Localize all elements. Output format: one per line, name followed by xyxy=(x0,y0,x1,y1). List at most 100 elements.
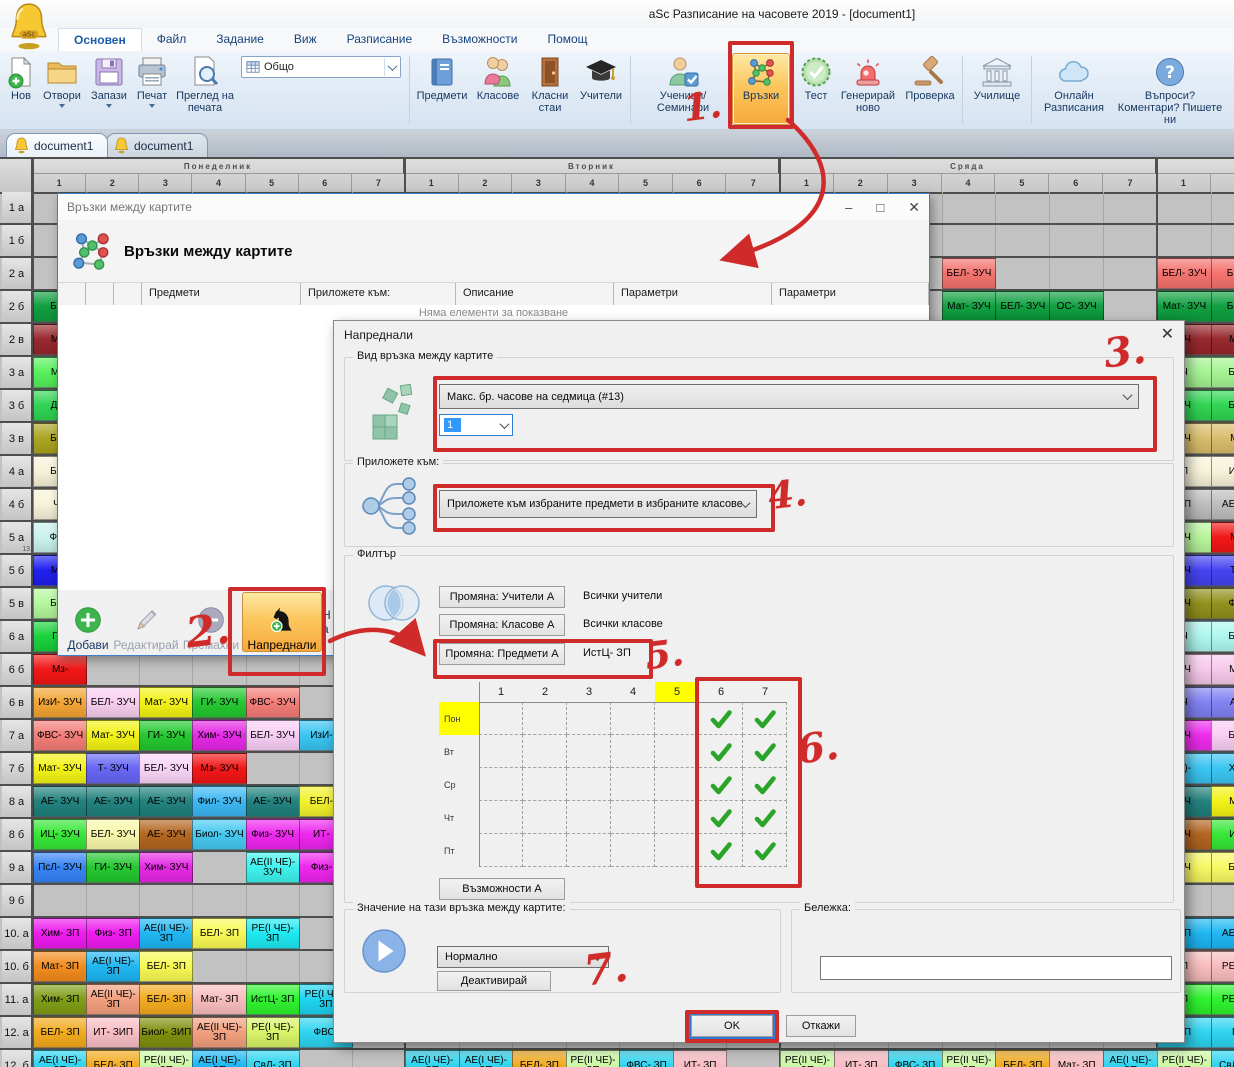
filter-cell[interactable] xyxy=(567,801,611,834)
filter-col-header-4[interactable]: 4 xyxy=(629,686,637,698)
timetable-cell[interactable]: Мз- ЗУЧ xyxy=(192,753,247,784)
row-label-7 a[interactable]: 7 a xyxy=(2,720,33,751)
timetable-cell[interactable]: РЕ(II ЧЕ)- ЗП xyxy=(1157,1050,1212,1067)
timetable-cell[interactable]: БЕЛ- ЗП xyxy=(86,1050,141,1067)
timetable-cell[interactable]: РЕ(II ЧЕ)- ЗП xyxy=(780,1050,835,1067)
deactivate-button[interactable]: Деактивирай xyxy=(437,971,551,991)
ribbon-button-отвори[interactable]: Отвори xyxy=(38,53,86,125)
timetable-cell[interactable]: ФВС- ЗУЧ xyxy=(33,720,88,751)
row-label-7 б[interactable]: 7 б xyxy=(2,753,33,784)
timetable-cell[interactable]: ИстЦ- ЗП xyxy=(245,984,300,1015)
filter-cell[interactable] xyxy=(699,834,743,867)
document-tab-1[interactable]: document1 xyxy=(6,133,109,157)
timetable-cell[interactable]: РЕ( ЗП xyxy=(1210,984,1234,1015)
timetable-cell[interactable]: БЕЛ- ЗУЧ xyxy=(1157,258,1212,289)
menu-tab-Възможности[interactable]: Възможности xyxy=(442,32,518,46)
timetable-cell[interactable]: АЕ- ЗУЧ xyxy=(139,786,194,817)
filter-cell[interactable] xyxy=(479,834,523,867)
filter-day-Чт[interactable]: Чт xyxy=(444,812,455,823)
possibilities-button[interactable]: Възможности А xyxy=(439,878,565,900)
ribbon-button-ученици-семинари[interactable]: Ученици/Семинари xyxy=(634,53,732,125)
close-icon[interactable]: ✕ xyxy=(1160,326,1174,343)
timetable-cell[interactable]: БЕЛ- ЗП xyxy=(33,1017,88,1048)
timetable-cell[interactable]: БЕЛ- ЗУЧ xyxy=(139,753,194,784)
cancel-button[interactable]: Откажи xyxy=(786,1015,856,1037)
timetable-cell[interactable]: Хим- ЗУЧ xyxy=(139,852,194,883)
timetable-cell[interactable]: РЕ(I ЧЕ)- ЗП xyxy=(245,918,300,949)
links-напреднали-button[interactable]: Напреднали xyxy=(228,587,326,676)
maximize-icon[interactable]: □ xyxy=(876,199,885,215)
timetable-cell[interactable]: АЕ- ЗУЧ xyxy=(245,786,300,817)
ribbon-button-запази[interactable]: Запази xyxy=(86,53,132,125)
timetable-cell[interactable]: БЕЛ- ЗП xyxy=(139,951,194,982)
ribbon-button-учители[interactable]: Учители xyxy=(575,53,627,125)
timetable-cell[interactable]: БЕЛ- ЗУЧ xyxy=(245,720,300,751)
timetable-cell[interactable]: БЕЛ xyxy=(1210,357,1234,388)
filter-cell[interactable] xyxy=(743,735,787,768)
timetable-cell[interactable]: ФрЕ xyxy=(1210,588,1234,619)
timetable-cell[interactable]: Биол- ЗИП xyxy=(139,1017,194,1048)
ribbon-button-нов[interactable]: Нов xyxy=(4,53,38,125)
filter-col-header-2[interactable]: 2 xyxy=(541,686,549,698)
filter-cell[interactable] xyxy=(699,801,743,834)
row-label-5 в[interactable]: 5 в xyxy=(2,588,33,619)
filter-cell[interactable] xyxy=(567,735,611,768)
clipped-next-button[interactable]: Н а xyxy=(322,608,331,636)
minimize-icon[interactable]: – xyxy=(845,199,853,215)
filter-col-header-7[interactable]: 7 xyxy=(761,686,769,698)
timetable-cell[interactable]: АЕ(I ЧЕ)- ЗП xyxy=(192,1050,247,1067)
row-label-6 б[interactable]: 6 б xyxy=(2,654,33,685)
timetable-cell[interactable]: ИТ- ЗИП xyxy=(86,1017,141,1048)
timetable-cell[interactable]: АЕ(II ЧЕ)- ЗУЧ xyxy=(245,852,300,883)
filter-cell[interactable] xyxy=(655,768,699,801)
timetable-cell[interactable]: БЕЛ- ЗУЧ xyxy=(86,819,141,850)
timetable-cell[interactable]: ФВС- ЗУЧ xyxy=(245,687,300,718)
asc-bell-logo-icon[interactable]: aSc xyxy=(8,2,50,50)
view-selector-combo[interactable]: Общо xyxy=(241,56,401,78)
timetable-cell[interactable]: Мат- ЗУЧ xyxy=(941,291,997,322)
filter-col-header-3[interactable]: 3 xyxy=(585,686,593,698)
ribbon-button-онлайн-разписания[interactable]: Онлайн Разписания xyxy=(1035,53,1113,125)
timetable-cell[interactable]: АЕ- xyxy=(1210,687,1234,718)
timetable-cell[interactable]: ФВС- ЗП xyxy=(619,1050,674,1067)
timetable-cell[interactable]: АЕ(I ЧЕ)- ЗП xyxy=(458,1050,514,1067)
timetable-cell[interactable]: Т- ЗУЧ xyxy=(86,753,141,784)
timetable-cell[interactable]: ГИ- ЗУЧ xyxy=(139,720,194,751)
row-label-3 a[interactable]: 3 a xyxy=(2,357,33,388)
timetable-cell[interactable]: Физ- ЗУЧ xyxy=(245,819,300,850)
ribbon-button-училище[interactable]: Училище xyxy=(966,53,1028,125)
menu-tab-Виж[interactable]: Виж xyxy=(293,32,317,46)
timetable-cell[interactable]: Хим xyxy=(1210,753,1234,784)
filter-cell[interactable] xyxy=(699,702,743,735)
menu-tab-Основен[interactable]: Основен xyxy=(58,28,142,51)
timetable-cell[interactable]: БЕЛ- ЗУЧ xyxy=(86,687,141,718)
filter-cell[interactable] xyxy=(567,702,611,735)
filter-cell[interactable] xyxy=(699,735,743,768)
row-label-4 a[interactable]: 4 a xyxy=(2,456,33,487)
timetable-cell[interactable]: АЕ( ЗП xyxy=(1210,489,1234,520)
timetable-cell[interactable]: ИЦ- xyxy=(1210,819,1234,850)
row-label-11. a[interactable]: 11. a xyxy=(2,984,33,1015)
timetable-cell[interactable]: СвЛ- ЗП xyxy=(1210,1050,1234,1067)
timetable-cell[interactable]: Физ- ЗП xyxy=(86,918,141,949)
timetable-cell[interactable]: Мат- ЗУЧ xyxy=(33,753,88,784)
filter-cell[interactable] xyxy=(479,735,523,768)
row-label-9 б[interactable]: 9 б xyxy=(2,885,33,916)
filter-cell[interactable] xyxy=(523,702,567,735)
ribbon-button-класове[interactable]: Класове xyxy=(471,53,525,125)
filter-cell[interactable] xyxy=(743,768,787,801)
timetable-cell[interactable]: ИЦ- ЗУЧ xyxy=(33,819,88,850)
timetable-cell[interactable]: Мат xyxy=(1210,654,1234,685)
timetable-cell[interactable]: ПсЛ- ЗУЧ xyxy=(33,852,88,883)
row-label-3 б[interactable]: 3 б xyxy=(2,390,33,421)
filter-cell[interactable] xyxy=(479,768,523,801)
filter-cell[interactable] xyxy=(523,834,567,867)
filter-day-Ср[interactable]: Ср xyxy=(444,779,456,790)
filter-day-Пт[interactable]: Пт xyxy=(444,845,455,856)
row-label-1 б[interactable]: 1 б xyxy=(2,225,33,256)
filter-col-header-5[interactable]: 5 xyxy=(655,682,699,702)
row-label-12. a[interactable]: 12. a xyxy=(2,1017,33,1048)
timetable-cell[interactable]: БЕЛ- ЗУЧ xyxy=(995,291,1051,322)
timetable-cell[interactable]: БЕЛ xyxy=(1210,852,1234,883)
timetable-cell[interactable]: Мат xyxy=(1210,324,1234,355)
